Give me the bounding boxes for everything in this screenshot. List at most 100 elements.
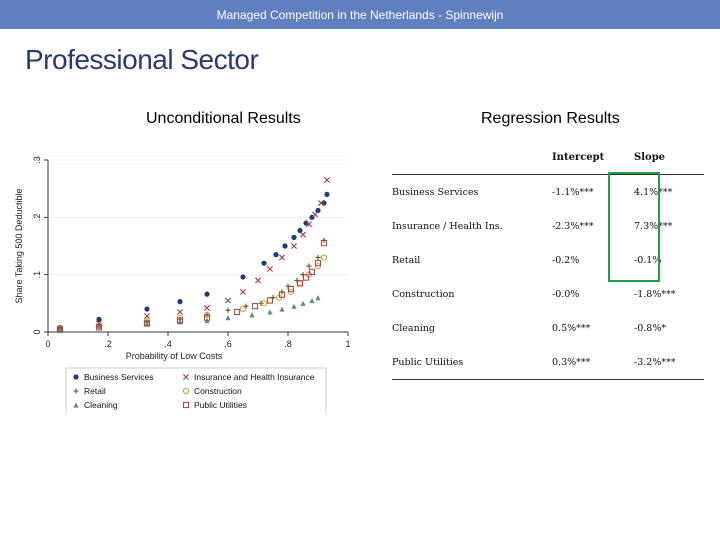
column-header-intercept: Intercept bbox=[552, 140, 634, 175]
legend-marker bbox=[183, 374, 189, 380]
data-point bbox=[267, 265, 273, 272]
data-point bbox=[176, 317, 184, 324]
data-point bbox=[297, 227, 303, 234]
data-point bbox=[261, 260, 267, 266]
data-point bbox=[225, 297, 231, 304]
data-point bbox=[300, 231, 306, 238]
data-point bbox=[296, 280, 304, 287]
slope-value: -0.1% bbox=[634, 254, 662, 266]
data-point bbox=[56, 326, 64, 333]
row-label: Retail bbox=[392, 254, 421, 266]
data-point bbox=[302, 274, 310, 281]
data-point bbox=[143, 320, 151, 327]
data-point bbox=[177, 308, 183, 315]
data-point bbox=[300, 300, 306, 306]
row-label: Business Services bbox=[392, 186, 479, 198]
data-point bbox=[240, 274, 246, 280]
y-tick-label: .3 bbox=[32, 156, 42, 164]
data-point bbox=[267, 309, 273, 315]
data-point bbox=[279, 306, 285, 312]
row-label: Construction bbox=[392, 288, 455, 300]
data-point bbox=[291, 303, 297, 309]
data-point bbox=[240, 288, 246, 295]
data-point bbox=[279, 254, 285, 261]
right-heading: Regression Results bbox=[481, 110, 620, 127]
table-row: Cleaning 0.5%*** -0.8%* bbox=[392, 311, 704, 345]
intercept-value: 0.3%*** bbox=[552, 345, 634, 380]
data-point bbox=[249, 312, 255, 318]
table-row: Construction -0.0% -1.8%*** bbox=[392, 277, 704, 311]
data-point bbox=[287, 285, 295, 293]
slope-value: 4.1%*** bbox=[634, 186, 673, 198]
slope-value: -3.2%*** bbox=[634, 345, 704, 380]
slope-value: -1.8%*** bbox=[634, 288, 676, 300]
legend-marker bbox=[182, 401, 190, 409]
data-point bbox=[312, 211, 318, 218]
x-tick-label: 0 bbox=[45, 339, 50, 349]
table-row: Business Services -1.1%*** 4.1%*** bbox=[392, 175, 704, 210]
data-point bbox=[225, 307, 231, 313]
data-point bbox=[291, 243, 297, 249]
data-point bbox=[315, 207, 321, 214]
x-tick-label: .2 bbox=[104, 339, 112, 349]
legend-label: Construction bbox=[194, 386, 242, 396]
data-point bbox=[282, 243, 288, 249]
data-point bbox=[204, 291, 210, 297]
slope-value: -0.8%* bbox=[634, 322, 667, 334]
y-tick-label: .2 bbox=[32, 214, 42, 222]
legend-marker bbox=[182, 387, 190, 395]
data-point bbox=[306, 221, 312, 228]
slide-title: Professional Sector bbox=[25, 44, 259, 75]
data-point bbox=[260, 300, 268, 307]
intercept-value: -0.0% bbox=[552, 288, 580, 300]
x-tick-label: .4 bbox=[164, 339, 172, 349]
regression-table: Intercept Slope Business Services -1.1%*… bbox=[392, 140, 704, 380]
x-tick-label: 1 bbox=[345, 339, 350, 349]
legend-marker bbox=[73, 402, 79, 408]
data-point bbox=[95, 324, 103, 331]
slope-highlight-box bbox=[608, 172, 660, 282]
data-point bbox=[308, 268, 316, 275]
data-point bbox=[315, 254, 321, 261]
data-point bbox=[320, 254, 328, 261]
data-point bbox=[273, 252, 279, 258]
legend-label: Public Utilities bbox=[194, 400, 247, 410]
intercept-value: -1.1%*** bbox=[552, 186, 594, 198]
slope-value: 7.3%*** bbox=[634, 220, 673, 232]
data-point bbox=[320, 240, 328, 247]
legend-marker bbox=[73, 374, 79, 380]
table-row: Insurance / Health Ins. -2.3%*** 7.3%*** bbox=[392, 209, 704, 243]
data-point bbox=[203, 314, 211, 321]
intercept-value: 0.5%*** bbox=[552, 322, 591, 334]
data-point bbox=[266, 297, 274, 304]
data-point bbox=[144, 320, 150, 326]
left-heading: Unconditional Results bbox=[146, 110, 301, 127]
legend-label: Retail bbox=[84, 386, 106, 396]
data-point bbox=[291, 234, 297, 240]
x-axis-label: Probability of Low Costs bbox=[126, 351, 223, 361]
data-point bbox=[324, 191, 330, 197]
data-point bbox=[251, 303, 259, 310]
y-axis-label: Share Taking 500 Deductible bbox=[14, 189, 24, 304]
data-point bbox=[225, 315, 231, 321]
data-point bbox=[255, 277, 261, 284]
y-tick-label: 0 bbox=[32, 329, 42, 334]
row-label: Cleaning bbox=[392, 322, 435, 334]
column-header-empty bbox=[392, 140, 552, 175]
data-point bbox=[309, 297, 315, 304]
data-point bbox=[239, 305, 247, 313]
data-point bbox=[233, 308, 241, 316]
x-tick-label: .6 bbox=[224, 339, 232, 349]
row-label: Public Utilities bbox=[392, 345, 552, 380]
table-row: Public Utilities 0.3%*** -3.2%*** bbox=[392, 345, 704, 380]
data-point bbox=[318, 200, 324, 206]
data-point bbox=[96, 316, 102, 322]
scatter-chart: 0 .2 .4 .6 .8 1 0 .1 .2 .3 Probability of Low Cost… bbox=[14, 156, 351, 415]
table-row: Retail -0.2% -0.1% bbox=[392, 243, 704, 277]
x-tick-label: .8 bbox=[284, 339, 292, 349]
data-point bbox=[314, 260, 322, 267]
legend-label: Cleaning bbox=[84, 400, 118, 410]
data-point bbox=[144, 306, 150, 312]
data-point bbox=[306, 263, 312, 269]
column-header-slope: Slope bbox=[634, 140, 704, 175]
